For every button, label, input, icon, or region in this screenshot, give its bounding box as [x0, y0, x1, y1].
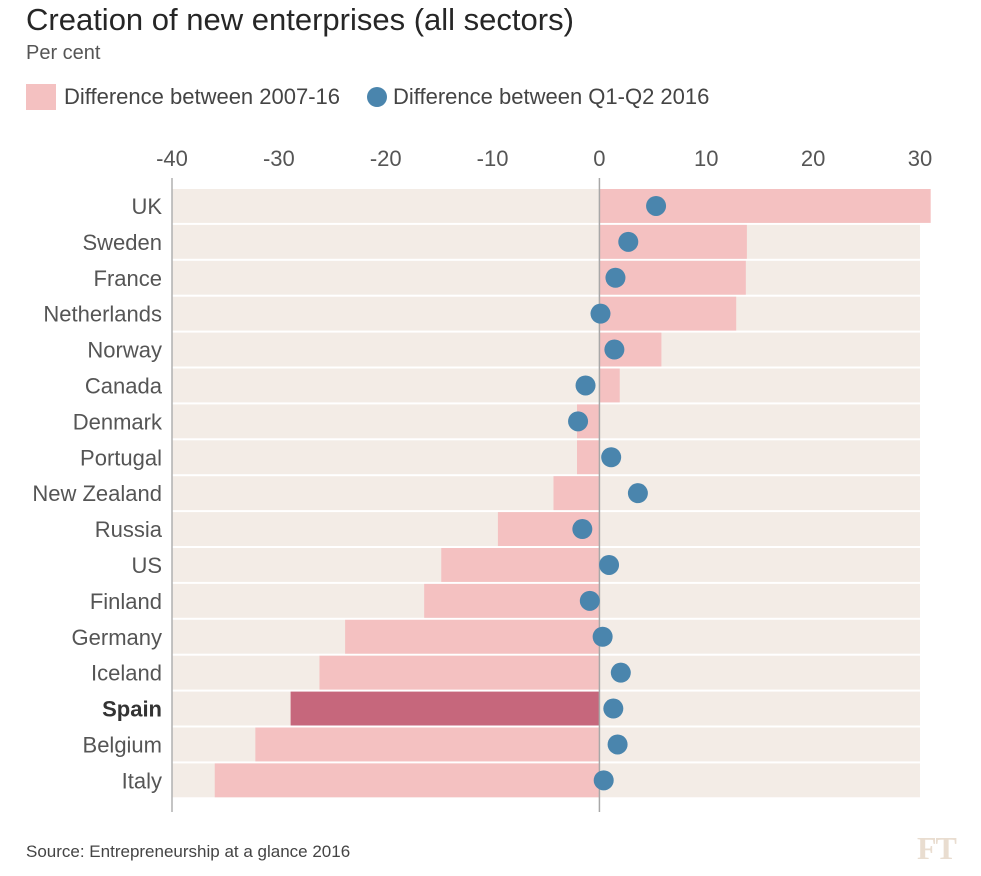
category-label: Russia: [95, 517, 163, 542]
dot: [568, 411, 589, 432]
x-tick-label: -30: [263, 146, 295, 171]
x-tick-label: 20: [801, 146, 825, 171]
x-tick-label: 30: [908, 146, 932, 171]
source-note: Source: Entrepreneurship at a glance 201…: [26, 842, 351, 861]
row-background: [172, 224, 920, 259]
row-background: [172, 368, 920, 403]
category-label: Netherlands: [43, 302, 162, 327]
category-label: Finland: [90, 589, 162, 614]
bar: [441, 548, 600, 582]
category-label: Norway: [87, 338, 162, 363]
bar: [345, 619, 600, 654]
legend-dot-label: Difference between Q1-Q2 2016: [393, 84, 710, 109]
category-label: Iceland: [91, 661, 162, 686]
category-label: New Zealand: [32, 481, 162, 506]
category-label: France: [94, 266, 162, 291]
dot: [610, 662, 631, 683]
x-tick-label: -20: [370, 146, 402, 171]
category-label: Spain: [102, 697, 162, 722]
row-background: [172, 296, 920, 331]
legend-dot-swatch: [367, 87, 388, 107]
row-background: [172, 404, 920, 439]
dot: [627, 483, 648, 504]
dot: [575, 375, 596, 396]
dot: [572, 519, 593, 540]
bar: [599, 368, 620, 403]
legend-bar-label: Difference between 2007-16: [64, 84, 341, 109]
category-label: UK: [131, 194, 162, 219]
dot: [579, 590, 600, 611]
category-label: US: [131, 553, 162, 578]
bar: [576, 440, 600, 475]
category-label: Denmark: [73, 409, 163, 434]
dot: [607, 734, 628, 755]
bar: [319, 655, 600, 690]
chart-subtitle: Per cent: [26, 42, 101, 64]
legend: Difference between 2007-16 Difference be…: [26, 82, 709, 112]
row-background: [172, 476, 920, 511]
bar: [424, 583, 600, 618]
row-background: [172, 440, 920, 475]
chart-title: Creation of new enterprises (all sectors…: [26, 2, 574, 37]
bar: [599, 296, 737, 331]
bar: [255, 727, 600, 762]
dot: [601, 447, 622, 468]
dot: [618, 231, 639, 252]
dot: [590, 303, 611, 324]
x-tick-label: 10: [694, 146, 718, 171]
category-label: Italy: [122, 768, 162, 793]
bar: [214, 763, 600, 798]
category-label: Germany: [72, 625, 162, 650]
x-tick-label: 0: [593, 146, 605, 171]
ft-logo: FT: [917, 830, 957, 866]
bar: [290, 691, 600, 726]
dot: [604, 339, 625, 360]
dot: [605, 267, 626, 288]
x-tick-label: -40: [156, 146, 188, 171]
dot: [646, 195, 667, 216]
category-label: Canada: [85, 373, 163, 398]
category-label: Sweden: [82, 230, 162, 255]
category-label: Portugal: [80, 445, 162, 470]
dot: [592, 626, 613, 647]
x-tick-label: -10: [477, 146, 509, 171]
legend-bar-swatch: [26, 84, 56, 110]
row-background: [172, 332, 920, 367]
dot: [603, 698, 624, 719]
dot: [599, 554, 620, 575]
category-label: Belgium: [83, 732, 162, 757]
bar: [553, 476, 600, 511]
row-background: [172, 260, 920, 295]
dot: [593, 770, 614, 791]
